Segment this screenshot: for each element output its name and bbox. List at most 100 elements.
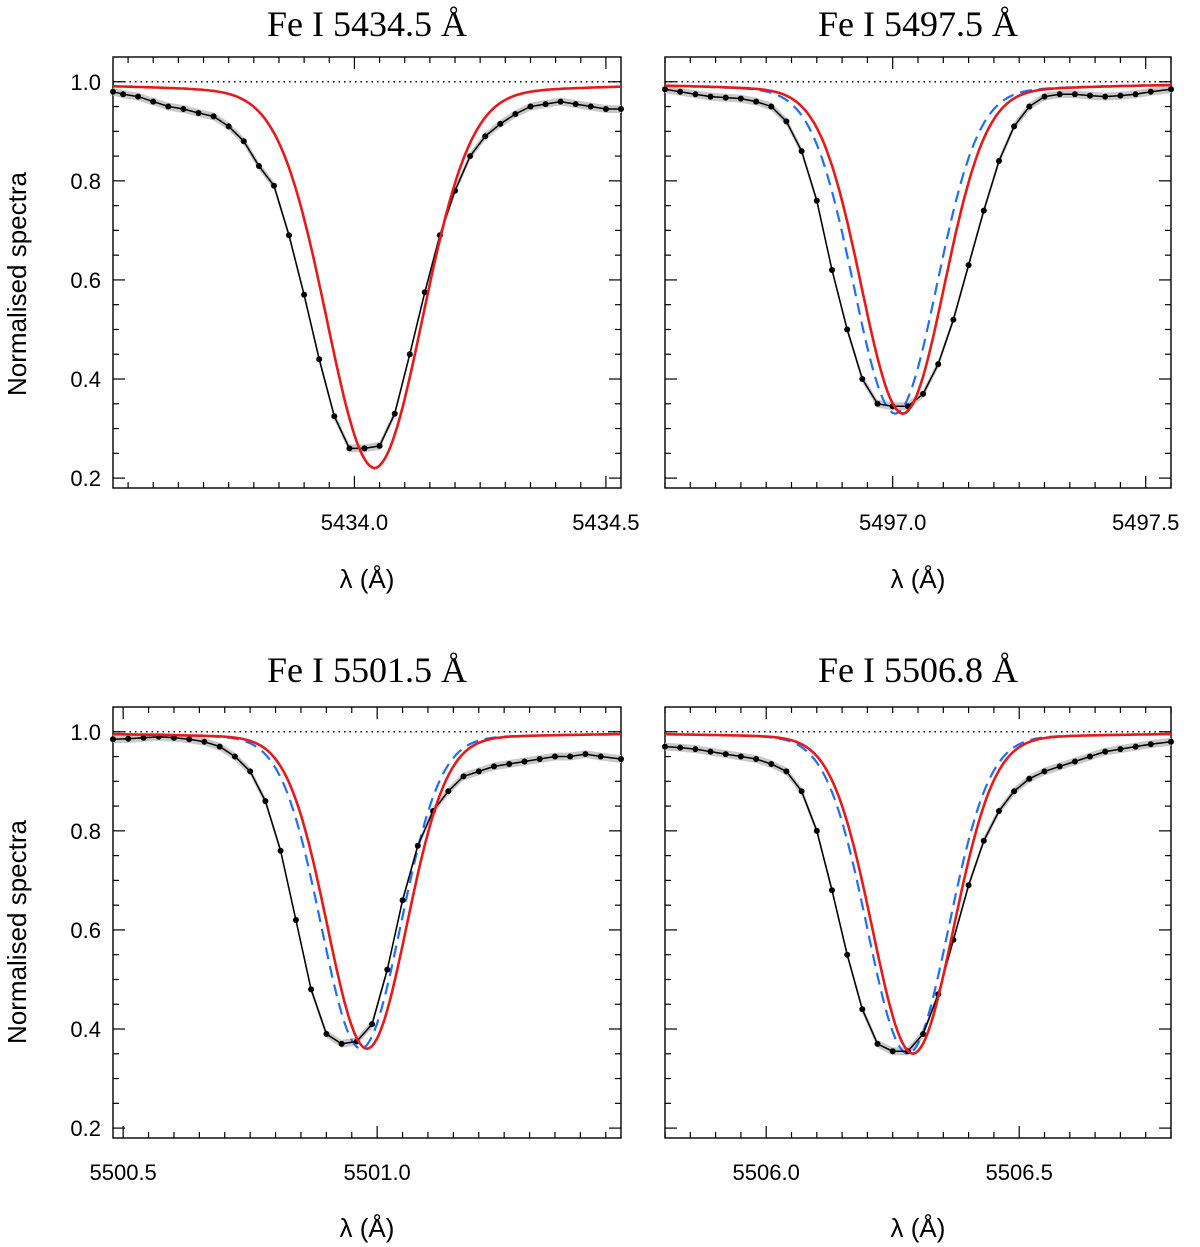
obs-point	[889, 1048, 896, 1055]
obs-point	[1026, 103, 1033, 110]
obs-point	[346, 445, 353, 452]
x-tick-label: 5501.0	[344, 1160, 411, 1185]
obs-point	[323, 1031, 330, 1037]
obs-point	[1132, 91, 1139, 98]
y-tick-label: 0.4	[70, 1017, 101, 1042]
obs-point	[567, 753, 574, 760]
obs-point	[1011, 123, 1018, 130]
panel-3: Fe I 5501.5 Å Normalised spectra λ (Å) 0…	[2, 650, 624, 1243]
y-tick-label: 0.4	[70, 367, 101, 392]
x-axis-label: λ (Å)	[891, 1213, 946, 1243]
obs-point	[783, 768, 790, 775]
obs-point	[301, 291, 308, 298]
obs-point	[662, 743, 668, 750]
obs-point	[829, 267, 835, 273]
x-tick-label: 5500.5	[90, 1160, 157, 1185]
obs-point	[414, 842, 421, 849]
obs-point	[1071, 91, 1078, 98]
obs-point	[231, 753, 238, 760]
y-tick-label: 0.6	[70, 918, 101, 943]
obs-point	[512, 111, 519, 117]
obs-uncertainty-band	[665, 737, 1171, 1056]
obs-point	[996, 158, 1002, 164]
plot-frame	[664, 56, 1172, 489]
obs-point	[308, 986, 315, 993]
obs-point	[692, 746, 699, 753]
obs-point	[677, 744, 684, 751]
panel-title: Fe I 5501.5 Å	[267, 650, 467, 690]
obs-point	[521, 758, 528, 765]
obs-point	[262, 798, 269, 805]
obs-point	[421, 289, 428, 296]
obs-point	[369, 1021, 376, 1028]
x-axis-label: λ (Å)	[340, 564, 395, 594]
panel-1: Fe I 5434.5 Å Normalised spectra λ (Å) 0…	[2, 4, 640, 594]
model-red-line	[113, 85, 621, 470]
obs-point	[527, 103, 534, 110]
obs-line	[112, 735, 622, 1045]
y-tick-label: 1.0	[70, 70, 101, 95]
obs-point	[753, 98, 760, 105]
obs-point	[391, 410, 398, 417]
obs-point	[722, 94, 729, 101]
panel-title: Fe I 5506.8 Å	[818, 650, 1018, 690]
obs-point	[1087, 92, 1093, 99]
obs-point	[165, 103, 172, 110]
obs-point	[737, 95, 744, 102]
panel-title: Fe I 5497.5 Å	[818, 4, 1018, 44]
obs-point	[1041, 768, 1048, 775]
obs-point	[482, 133, 489, 140]
obs-point	[557, 98, 564, 105]
obs-point	[491, 763, 497, 770]
obs-point	[135, 93, 142, 100]
model-blue-line	[112, 733, 621, 1050]
obs-point	[859, 376, 866, 382]
obs-uncertainty-band	[665, 85, 1171, 411]
obs-line	[664, 88, 1172, 408]
obs-point	[316, 356, 323, 363]
obs-point	[920, 390, 927, 397]
model-blue-line	[664, 83, 1171, 415]
obs-point	[768, 103, 775, 110]
obs-uncertainty-band	[113, 732, 621, 1048]
obs-point	[140, 734, 147, 741]
obs-point	[361, 445, 368, 452]
obs-point	[460, 773, 467, 780]
obs-point	[376, 442, 383, 449]
obs-point	[1071, 758, 1078, 765]
y-axis-label: Normalised spectra	[2, 171, 32, 396]
x-axis-label: λ (Å)	[891, 564, 946, 594]
plot-frame	[112, 706, 622, 1139]
obs-point	[950, 316, 957, 323]
model-blue-line	[665, 732, 1171, 1055]
y-tick-label: 0.2	[70, 466, 101, 491]
obs-point	[467, 153, 474, 160]
x-tick-label: 5506.0	[733, 1160, 800, 1185]
obs-point	[271, 182, 277, 189]
obs-point	[120, 91, 127, 98]
obs-point	[768, 761, 775, 767]
model-red-line	[665, 732, 1171, 1056]
obs-point	[874, 400, 881, 407]
obs-point	[707, 93, 714, 100]
obs-point	[618, 106, 624, 112]
obs-point	[125, 735, 132, 742]
obs-point	[277, 847, 284, 854]
x-tick-label: 5497.5	[1112, 510, 1179, 535]
obs-point	[707, 748, 714, 755]
obs-point	[753, 756, 760, 762]
obs-point	[1011, 788, 1018, 795]
obs-point	[920, 1031, 927, 1037]
obs-point	[618, 756, 624, 762]
obs-point	[180, 106, 187, 112]
obs-point	[829, 887, 835, 894]
obs-point	[1026, 775, 1033, 782]
obs-point	[384, 966, 391, 973]
x-tick-label: 5497.0	[859, 510, 926, 535]
obs-point	[406, 351, 413, 358]
obs-point	[677, 88, 684, 95]
model-red-line	[665, 83, 1172, 416]
obs-point	[186, 736, 193, 743]
obs-point	[1132, 743, 1139, 750]
